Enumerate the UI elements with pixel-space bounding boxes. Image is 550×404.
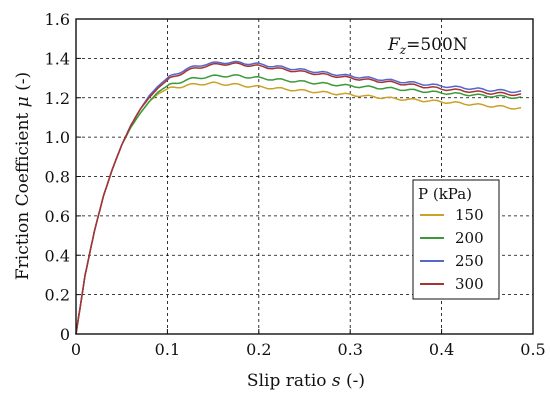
legend-label-250: 250 (455, 252, 484, 270)
legend-label-150: 150 (455, 206, 484, 224)
x-tick-label: 0.3 (337, 340, 362, 359)
x-axis-label: Slip ratio s (-) (247, 371, 365, 391)
y-tick-label: 1.2 (45, 89, 70, 108)
x-tick-label: 0.5 (520, 340, 545, 359)
y-tick-label: 1.0 (45, 128, 70, 147)
y-tick-label: 1.4 (45, 49, 70, 68)
series-layer (75, 60, 522, 335)
x-tick-label: 0.4 (429, 340, 454, 359)
axis-ticks: 0 0.1 0.2 0.3 0.4 0.5 0 0.2 0.4 0.6 0.8 1.0 1.2 1.4 1.… (45, 10, 546, 359)
y-tick-label: 0.4 (45, 246, 70, 265)
x-tick-label: 0.2 (246, 340, 271, 359)
legend-title: P (kPa) (418, 185, 472, 203)
x-tick-label: 0 (71, 340, 81, 359)
legend-label-300: 300 (455, 275, 484, 293)
y-axis-label: Friction Coefficient μ (-) (13, 72, 33, 280)
y-tick-label: 1.6 (45, 10, 70, 29)
y-tick-label: 0 (60, 325, 70, 344)
annotation-fz: Fz=500N (387, 35, 468, 57)
legend-items: 150 200 250 300 (420, 206, 484, 293)
y-tick-label: 0.2 (45, 286, 70, 305)
legend-label-200: 200 (455, 229, 484, 247)
series-line-300 (75, 62, 522, 335)
y-tick-label: 0.6 (45, 207, 70, 226)
legend: P (kPa) 150 200 250 300 (412, 179, 500, 300)
legend-box (412, 179, 500, 300)
y-tick-label: 0.8 (45, 168, 70, 187)
x-tick-label: 0.1 (155, 340, 180, 359)
